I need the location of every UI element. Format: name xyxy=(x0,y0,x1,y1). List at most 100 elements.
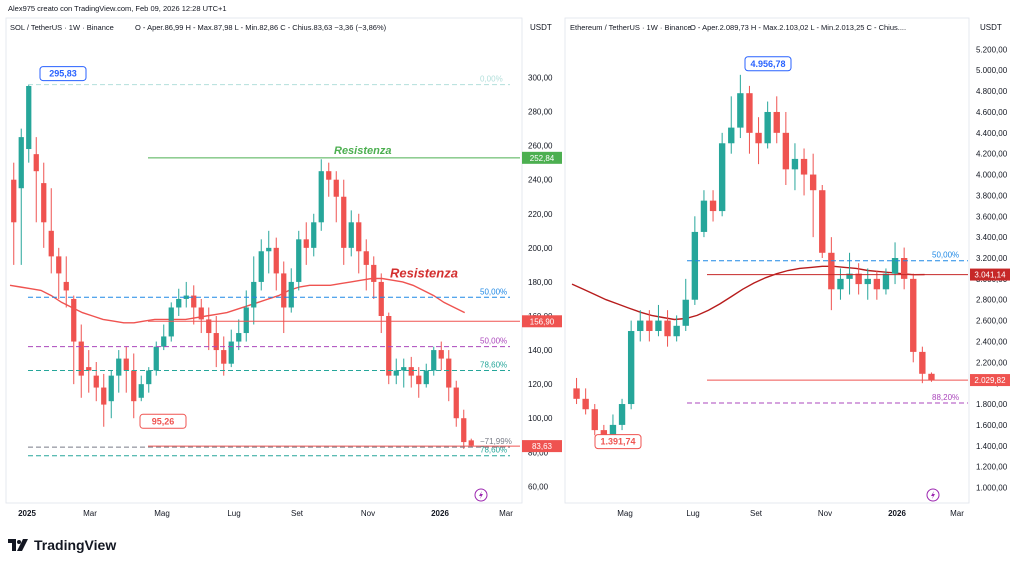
candle-body xyxy=(664,320,671,337)
candle-body xyxy=(782,132,790,170)
fib-level-label: 50,00% xyxy=(480,337,507,346)
y-tick-label: 140,00 xyxy=(528,346,553,355)
header-text: Alex975 creato con TradingView.com, Feb … xyxy=(8,4,227,13)
candle-body xyxy=(183,295,189,299)
right-symbol-line: Ethereum / TetherUS · 1W · Binance xyxy=(570,23,692,32)
candle-body xyxy=(928,373,935,381)
resistance-annotation: Resistenza xyxy=(390,265,458,280)
candle-body xyxy=(755,132,762,144)
candle-body xyxy=(453,387,459,419)
candle-body xyxy=(791,158,799,170)
candle-body xyxy=(303,239,309,248)
candle-body xyxy=(828,252,835,290)
callout-label: 1.391,74 xyxy=(600,437,635,447)
y-tick-label: 80,00 xyxy=(528,448,549,457)
y-tick-label: 180,00 xyxy=(528,278,553,287)
candle-body xyxy=(728,127,735,144)
candle-body xyxy=(746,93,753,133)
y-tick-label: 200,00 xyxy=(528,244,553,253)
candle-body xyxy=(855,273,862,285)
low-price-callout xyxy=(594,434,642,450)
x-tick-label: Mag xyxy=(617,509,633,518)
candle-body xyxy=(819,190,826,253)
candle-body xyxy=(296,239,302,282)
y-tick-label: 1.800,00 xyxy=(976,400,1008,409)
price-level-badge xyxy=(522,315,562,328)
candle-body xyxy=(138,384,144,398)
candle-body xyxy=(48,230,54,257)
lightning-glyph xyxy=(479,491,483,499)
y-tick-label: 1.000,00 xyxy=(976,483,1008,492)
left-plot: 60,0080,00100,00120,00140,00160,00180,00… xyxy=(9,66,562,518)
candle-body xyxy=(438,350,444,359)
y-tick-label: 120,00 xyxy=(528,380,553,389)
candle-body xyxy=(131,370,137,402)
candle-body xyxy=(386,316,392,376)
y-tick-label: 4.800,00 xyxy=(976,87,1008,96)
candle-body xyxy=(401,367,407,371)
price-level-badge xyxy=(522,440,562,453)
candle-body xyxy=(591,409,598,431)
x-tick-label: 2025 xyxy=(18,509,36,518)
candle-body xyxy=(655,320,662,332)
right-currency: USDT xyxy=(980,23,1002,32)
y-tick-label: 1.600,00 xyxy=(976,421,1008,430)
candle-body xyxy=(273,247,279,274)
price-level-label: 3.041,14 xyxy=(974,271,1006,280)
candle-body xyxy=(919,351,926,374)
candle-body xyxy=(266,247,272,252)
candle-body xyxy=(78,341,84,376)
candle-body xyxy=(609,424,617,436)
candle-body xyxy=(718,143,726,212)
candle-body xyxy=(468,440,474,446)
candle-body xyxy=(423,370,429,385)
high-price-callout xyxy=(744,56,792,72)
candle-body xyxy=(873,278,881,290)
price-level-label: 83,63 xyxy=(532,442,553,451)
candle-body xyxy=(243,307,249,334)
candle-body xyxy=(646,320,653,332)
candle-body xyxy=(228,341,234,364)
candle-body xyxy=(93,375,99,388)
x-tick-label: Nov xyxy=(361,509,375,518)
candle-body xyxy=(637,320,644,332)
candle-body xyxy=(900,258,908,279)
x-tick-label: Set xyxy=(291,509,304,518)
left-chart-frame xyxy=(5,17,523,504)
fib-level-label: −71,99% xyxy=(480,437,512,446)
candle-body xyxy=(116,358,122,376)
x-tick-label: Set xyxy=(750,509,763,518)
right-ohlc-line: O - Aper.2.089,73 H - Max.2.103,02 L - M… xyxy=(690,23,906,32)
candle-body xyxy=(882,273,890,290)
candle-body xyxy=(600,430,608,436)
candle-body xyxy=(71,298,77,342)
candle-body xyxy=(691,231,699,300)
x-tick-label: Nov xyxy=(818,509,832,518)
candle-body xyxy=(11,179,17,223)
candle-body xyxy=(737,93,744,128)
price-level-badge xyxy=(970,268,1010,281)
y-tick-label: 100,00 xyxy=(528,414,553,423)
y-tick-label: 220,00 xyxy=(528,210,553,219)
x-tick-label: Mag xyxy=(154,509,170,518)
candle-body xyxy=(86,367,92,371)
candle-body xyxy=(221,350,227,364)
left-chart: SOL / TetherUS · 1W · Binance O - Aper.8… xyxy=(5,17,562,518)
candle-body xyxy=(363,251,369,265)
candle-body xyxy=(26,86,32,150)
candle-body xyxy=(700,200,708,232)
candle-body xyxy=(63,281,69,291)
candle-body xyxy=(191,295,197,308)
candle-body xyxy=(258,251,264,282)
y-tick-label: 240,00 xyxy=(528,176,553,185)
callout-label: 295,83 xyxy=(49,69,77,79)
y-tick-label: 3.400,00 xyxy=(976,233,1008,242)
fib-level-label: 0,00% xyxy=(480,75,503,84)
candle-body xyxy=(288,281,294,308)
y-tick-label: 3.200,00 xyxy=(976,254,1008,263)
candle-body xyxy=(326,171,332,180)
y-tick-label: 4.000,00 xyxy=(976,171,1008,180)
y-tick-label: 1.200,00 xyxy=(976,463,1008,472)
candle-body xyxy=(393,370,399,376)
